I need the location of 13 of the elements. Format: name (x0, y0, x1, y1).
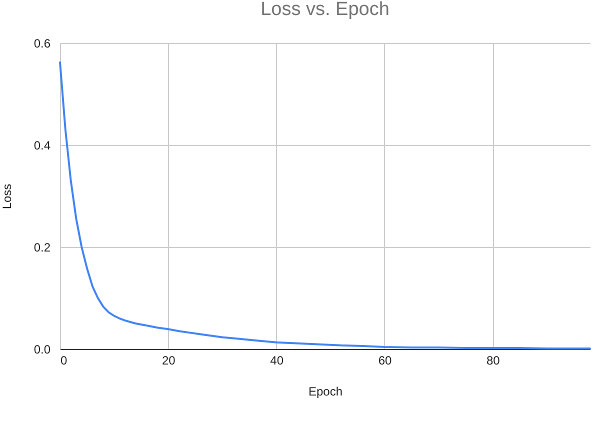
x-tick-label: 20 (162, 354, 176, 368)
y-tick-label: 0.6 (34, 36, 51, 50)
y-tick-label: 0.4 (34, 138, 51, 152)
x-tick-label: 60 (378, 354, 392, 368)
line-series (59, 61, 591, 350)
chart-title: Loss vs. Epoch (260, 0, 390, 20)
x-tick-label: 40 (270, 354, 284, 368)
x-tick-label: 0 (60, 354, 68, 368)
y-tick-label: 0.2 (34, 240, 51, 254)
y-tick-label: 0.0 (34, 342, 51, 356)
y-axis-title: Loss (0, 184, 14, 210)
x-axis-title: Epoch (308, 384, 343, 398)
x-tick-label: 80 (486, 354, 500, 368)
